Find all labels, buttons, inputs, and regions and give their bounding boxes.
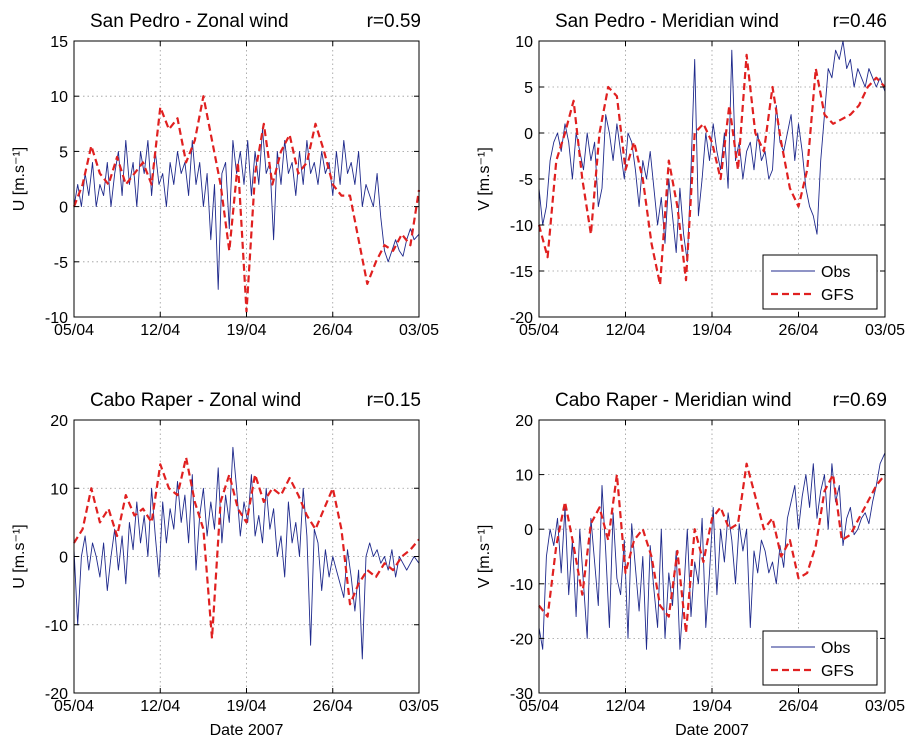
y-tick-label: 5 [524, 80, 533, 97]
x-tick-label: 03/05 [865, 698, 905, 715]
panel-x-axis-label: Date 2007 [210, 722, 284, 739]
panel-cabo-raper-meridian: Cabo Raper - Meridian wind r=0.69 V [m.s… [476, 390, 905, 739]
series-line-obs [538, 452, 886, 650]
series-group [73, 446, 420, 660]
y-tick-label: 0 [524, 126, 533, 143]
panel-y-axis-label: V [m.s⁻¹] [476, 525, 493, 589]
x-tick-label: 26/04 [778, 698, 818, 715]
series-group [72, 95, 421, 313]
x-tick-label: 19/04 [226, 698, 266, 715]
panel-correlation-label: r=0.46 [833, 11, 887, 32]
y-tick-label: 0 [524, 522, 533, 539]
y-tick-label: 10 [50, 481, 68, 498]
series-group [537, 40, 886, 286]
panel-san-pedro-zonal: San Pedro - Zonal wind r=0.59 U [m.s⁻¹] … [11, 11, 439, 339]
series-line-gfs [72, 95, 421, 313]
x-tick-label: 03/05 [399, 322, 439, 339]
legend-label: GFS [821, 663, 854, 680]
panel-correlation-label: r=0.69 [833, 390, 887, 411]
panel-y-axis-label: U [m.s⁻¹] [11, 524, 28, 588]
legend: Obs GFS [762, 630, 878, 686]
panel-title: Cabo Raper - Zonal wind [90, 390, 301, 411]
panel-y-axis-label: U [m.s⁻¹] [11, 147, 28, 211]
y-tick-label: -20 [510, 310, 533, 327]
y-tick-label: 15 [50, 34, 68, 51]
legend-label: Obs [821, 640, 850, 657]
y-tick-label: 10 [515, 34, 533, 51]
y-tick-label: -20 [45, 686, 68, 703]
legend: Obs GFS [762, 254, 878, 310]
panel-cabo-raper-zonal: Cabo Raper - Zonal wind r=0.15 U [m.s⁻¹]… [11, 390, 439, 739]
x-tick-label: 12/04 [605, 698, 645, 715]
panel-san-pedro-meridian: San Pedro - Meridian wind r=0.46 V [m.s⁻… [476, 11, 905, 339]
y-tick-label: 5 [59, 144, 68, 161]
y-tick-label: -10 [510, 577, 533, 594]
x-tick-label: 26/04 [313, 698, 353, 715]
series-line-obs [73, 128, 420, 290]
series-group [538, 452, 886, 650]
x-tick-label: 19/04 [692, 698, 732, 715]
y-tick-label: -15 [510, 264, 533, 281]
x-tick-label: 19/04 [226, 322, 266, 339]
panel-correlation-label: r=0.15 [367, 390, 421, 411]
x-tick-label: 05/04 [519, 698, 559, 715]
panel-y-axis-label: V [m.s⁻¹] [476, 147, 493, 211]
y-tick-label: 20 [515, 413, 533, 430]
series-line-gfs [537, 53, 886, 286]
panel-title: San Pedro - Zonal wind [90, 11, 289, 32]
series-line-gfs [538, 462, 886, 635]
x-tick-label: 19/04 [692, 322, 732, 339]
y-tick-label: -20 [510, 631, 533, 648]
series-line-gfs [73, 456, 420, 640]
legend-box [762, 630, 878, 686]
x-tick-label: 05/04 [519, 322, 559, 339]
x-tick-label: 26/04 [778, 322, 818, 339]
x-tick-label: 12/04 [140, 322, 180, 339]
panel-title: San Pedro - Meridian wind [555, 11, 779, 32]
y-tick-label: 0 [59, 550, 68, 567]
x-tick-label: 03/05 [865, 322, 905, 339]
legend-box [762, 254, 878, 310]
panel-x-axis-label: Date 2007 [675, 722, 749, 739]
y-tick-label: 20 [50, 413, 68, 430]
legend-label: GFS [821, 287, 854, 304]
series-line-obs [73, 446, 420, 660]
y-tick-label: 10 [50, 89, 68, 106]
legend-label: Obs [821, 264, 850, 281]
x-tick-label: 05/04 [54, 322, 94, 339]
y-tick-label: -5 [519, 172, 533, 189]
x-tick-label: 12/04 [605, 322, 645, 339]
x-tick-label: 05/04 [54, 698, 94, 715]
y-tick-label: -30 [510, 686, 533, 703]
x-tick-label: 12/04 [140, 698, 180, 715]
panel-correlation-label: r=0.59 [367, 11, 421, 32]
panel-title: Cabo Raper - Meridian wind [555, 390, 792, 411]
x-tick-label: 03/05 [399, 698, 439, 715]
y-tick-label: 0 [59, 200, 68, 217]
y-tick-label: -10 [45, 618, 68, 635]
y-tick-label: 10 [515, 468, 533, 485]
y-tick-label: -5 [54, 255, 68, 272]
x-tick-label: 26/04 [313, 322, 353, 339]
y-tick-label: -10 [45, 310, 68, 327]
y-tick-label: -10 [510, 218, 533, 235]
